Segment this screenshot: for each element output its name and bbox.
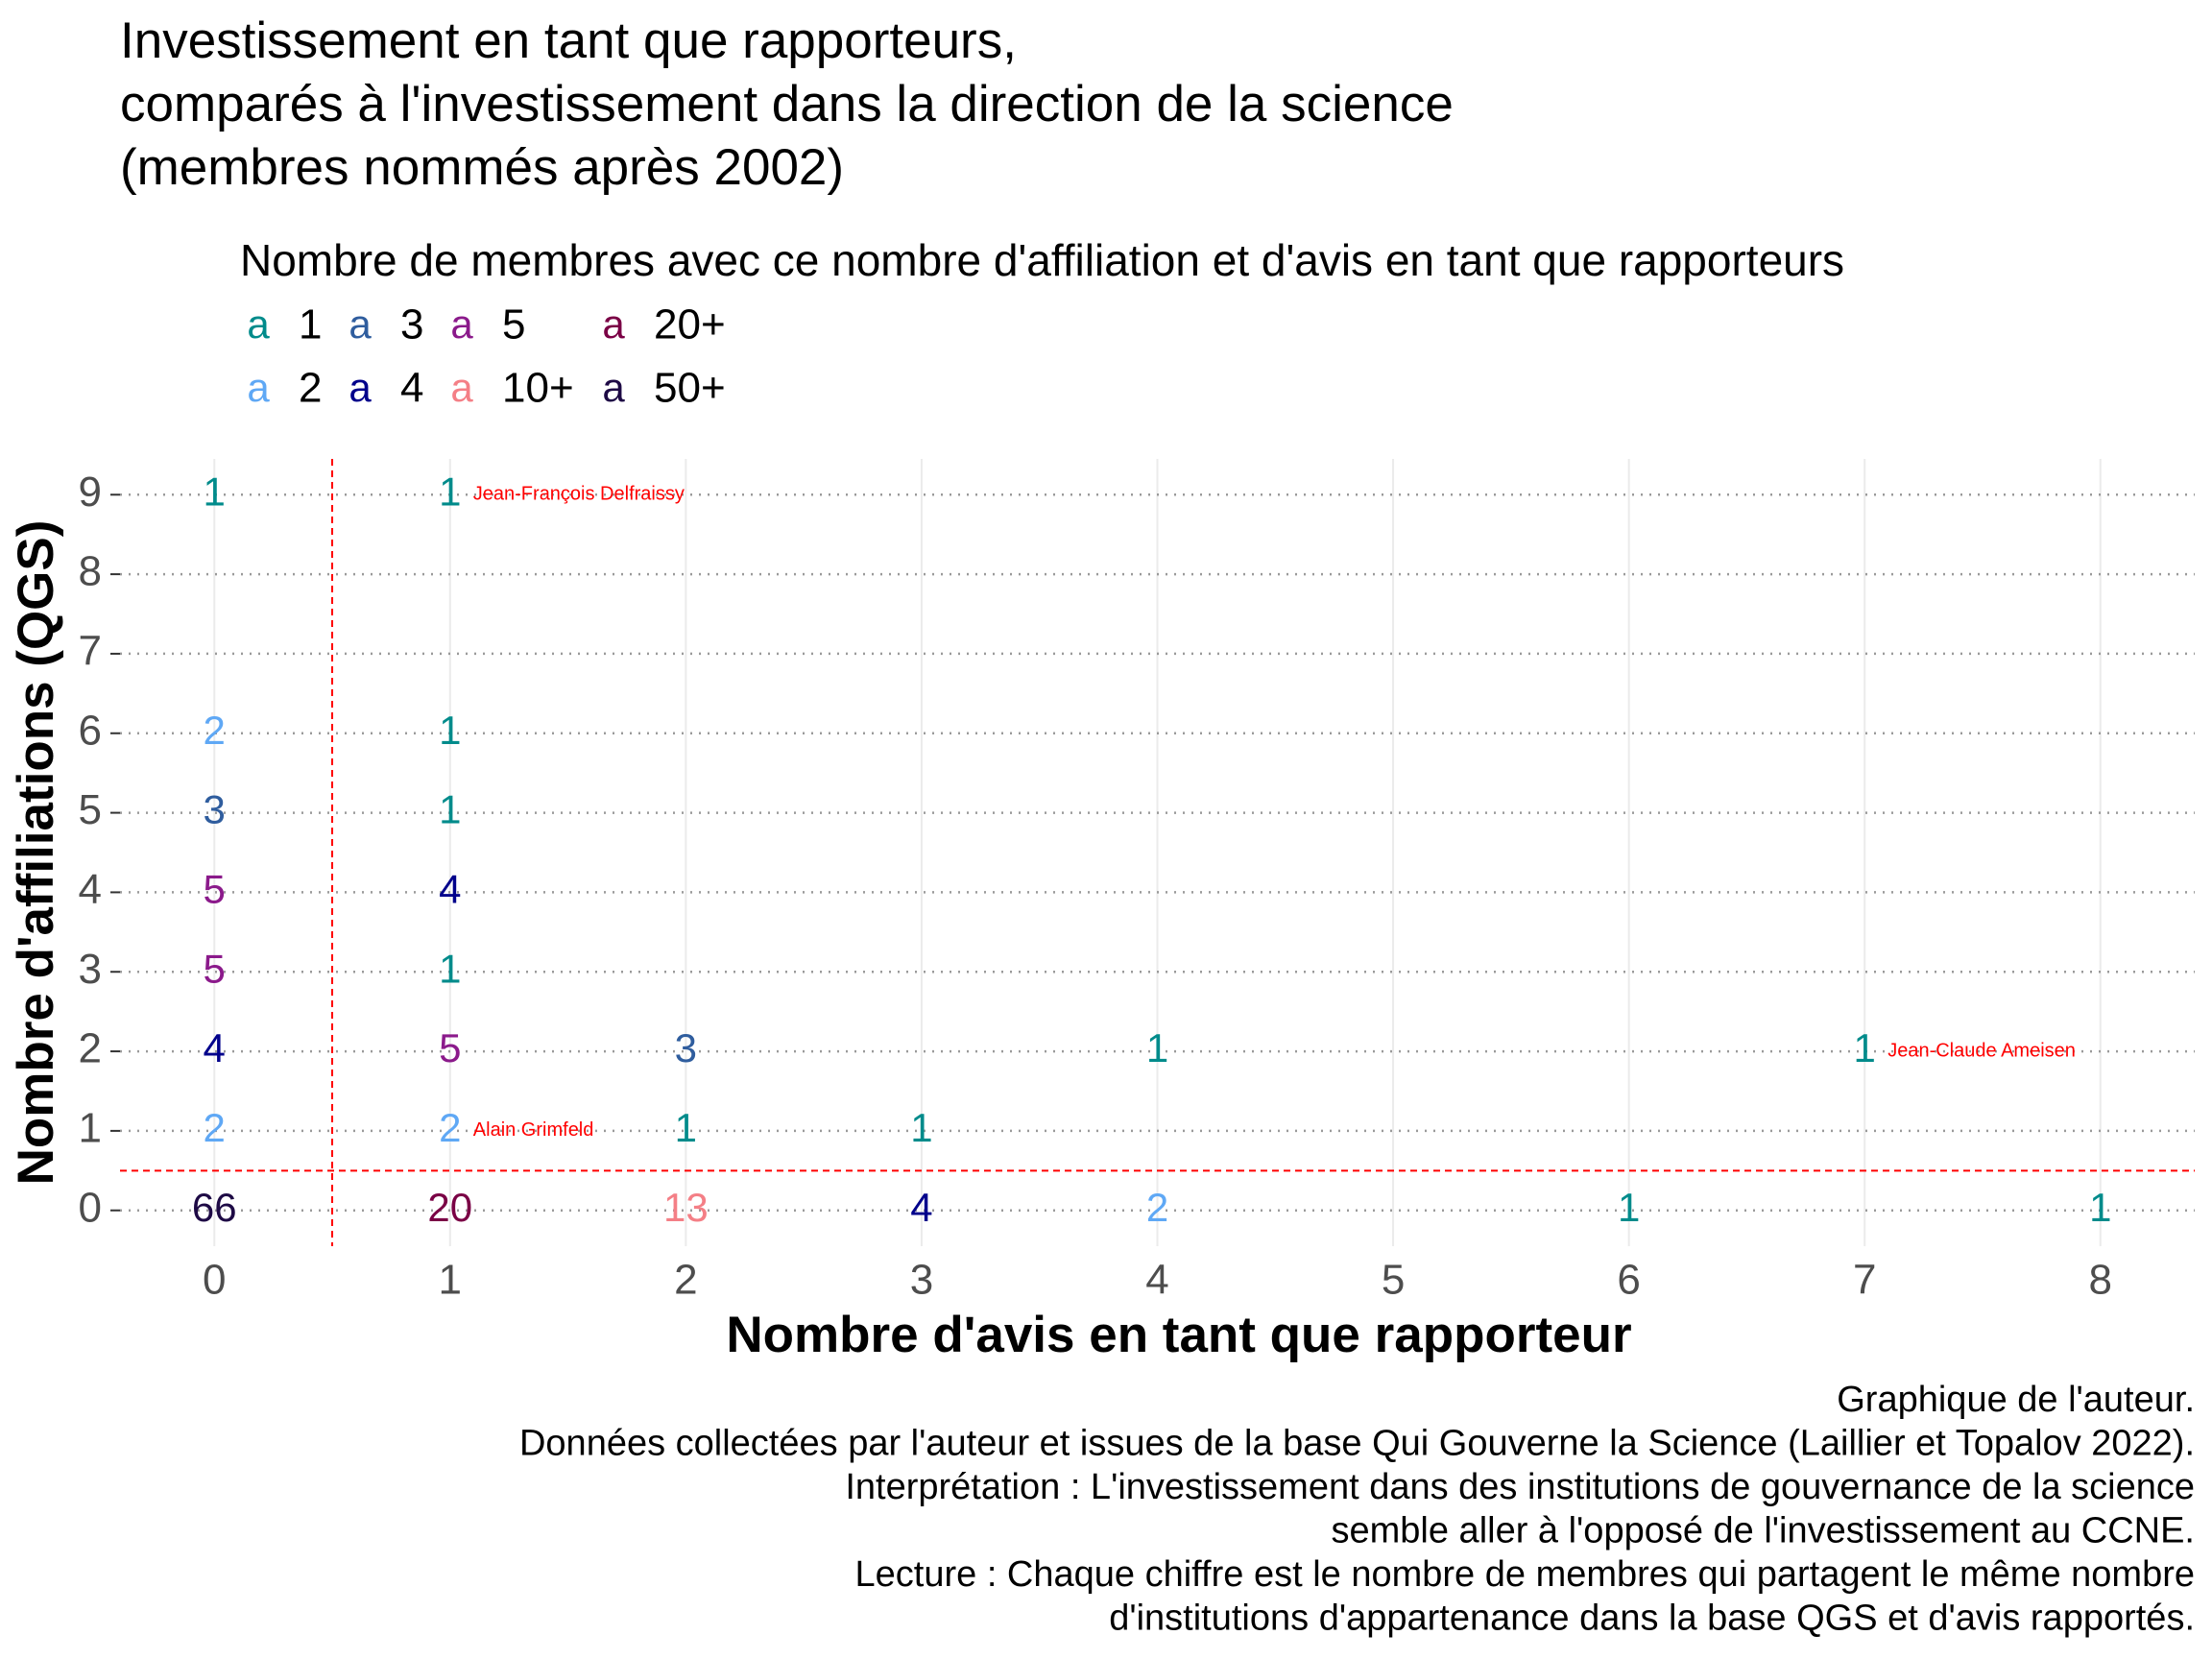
point-label: 2 — [204, 1105, 226, 1150]
x-tick-label: 7 — [1853, 1257, 1876, 1304]
chart-title: (membres nommés après 2002) — [120, 139, 844, 196]
legend-label: 3 — [400, 301, 423, 349]
point-label: 1 — [439, 787, 461, 832]
point-label: 1 — [439, 946, 461, 991]
point-label: 2 — [439, 1105, 461, 1150]
legend-key: a — [349, 365, 372, 410]
chart-title: Investissement en tant que rapporteurs, — [120, 12, 1017, 69]
legend-key: a — [450, 365, 473, 410]
annotation: Alain Grimfeld — [473, 1119, 594, 1141]
legend-label: 20+ — [654, 301, 726, 349]
point-label: 1 — [2089, 1185, 2111, 1230]
legend-label: 10+ — [502, 365, 574, 412]
x-tick-label: 0 — [203, 1257, 226, 1304]
point-label: 3 — [675, 1025, 697, 1070]
legend-label: 4 — [400, 365, 423, 412]
legend-key: a — [349, 301, 372, 347]
annotation: Jean-Claude Ameisen — [1887, 1040, 2076, 1061]
y-tick-label: 4 — [79, 866, 102, 913]
x-tick-label: 4 — [1145, 1257, 1168, 1304]
y-tick-label: 6 — [79, 707, 102, 754]
point-label: 3 — [204, 787, 226, 832]
point-label: 1 — [1146, 1025, 1168, 1070]
x-tick-label: 2 — [674, 1257, 697, 1304]
x-tick-label: 6 — [1617, 1257, 1640, 1304]
point-label: 1 — [1618, 1185, 1640, 1230]
point-label: 2 — [1146, 1185, 1168, 1230]
legend-label: 1 — [299, 301, 322, 349]
legend-label: 2 — [299, 365, 322, 412]
point-label: 1 — [439, 469, 461, 514]
legend-key: a — [247, 365, 270, 410]
point-label: 5 — [439, 1025, 461, 1070]
legend-key: a — [450, 301, 473, 347]
point-label: 1 — [675, 1105, 697, 1150]
y-tick-label: 8 — [79, 548, 102, 595]
legend-key: a — [602, 365, 625, 410]
legend-key: a — [602, 301, 625, 347]
point-label: 13 — [663, 1185, 709, 1230]
legend-label: 5 — [502, 301, 525, 349]
x-axis-title: Nombre d'avis en tant que rapporteur — [726, 1307, 1631, 1363]
legend-label: 50+ — [654, 365, 726, 412]
y-tick-label: 5 — [79, 786, 102, 833]
point-label: 5 — [204, 946, 226, 991]
point-label: 4 — [439, 867, 461, 912]
y-tick-label: 1 — [79, 1105, 102, 1152]
caption: semble aller à l'opposé de l'investissem… — [1332, 1511, 2196, 1551]
annotation: Jean-François Delfraissy — [473, 484, 685, 505]
point-label: 1 — [910, 1105, 932, 1150]
chart-title: comparés à l'investissement dans la dire… — [120, 76, 1454, 132]
point-label: 66 — [192, 1185, 237, 1230]
point-label: 4 — [204, 1025, 226, 1070]
y-tick-label: 2 — [79, 1025, 102, 1072]
point-label: 4 — [910, 1185, 932, 1230]
y-tick-label: 7 — [79, 628, 102, 675]
x-tick-label: 5 — [1382, 1257, 1405, 1304]
caption: d'institutions d'appartenance dans la ba… — [1109, 1599, 2195, 1639]
legend-title: Nombre de membres avec ce nombre d'affil… — [240, 235, 1844, 285]
caption: Graphique de l'auteur. — [1837, 1380, 2195, 1420]
y-tick-label: 0 — [79, 1184, 102, 1231]
y-tick-label: 3 — [79, 946, 102, 993]
caption: Interprétation : L'investissement dans d… — [845, 1467, 2195, 1507]
legend-key: a — [247, 301, 270, 347]
y-axis-title: Nombre d'affiliations (QGS) — [8, 520, 64, 1186]
point-label: 1 — [439, 708, 461, 753]
point-label: 1 — [204, 469, 226, 514]
point-label: 2 — [204, 708, 226, 753]
caption: Données collectées par l'auteur et issue… — [519, 1424, 2195, 1464]
x-tick-label: 1 — [439, 1257, 462, 1304]
point-label: 1 — [1854, 1025, 1876, 1070]
x-tick-label: 8 — [2089, 1257, 2112, 1304]
point-label: 5 — [204, 867, 226, 912]
point-label: 20 — [427, 1185, 472, 1230]
x-tick-label: 3 — [910, 1257, 933, 1304]
y-tick-label: 9 — [79, 469, 102, 516]
caption: Lecture : Chaque chiffre est le nombre d… — [855, 1554, 2195, 1595]
